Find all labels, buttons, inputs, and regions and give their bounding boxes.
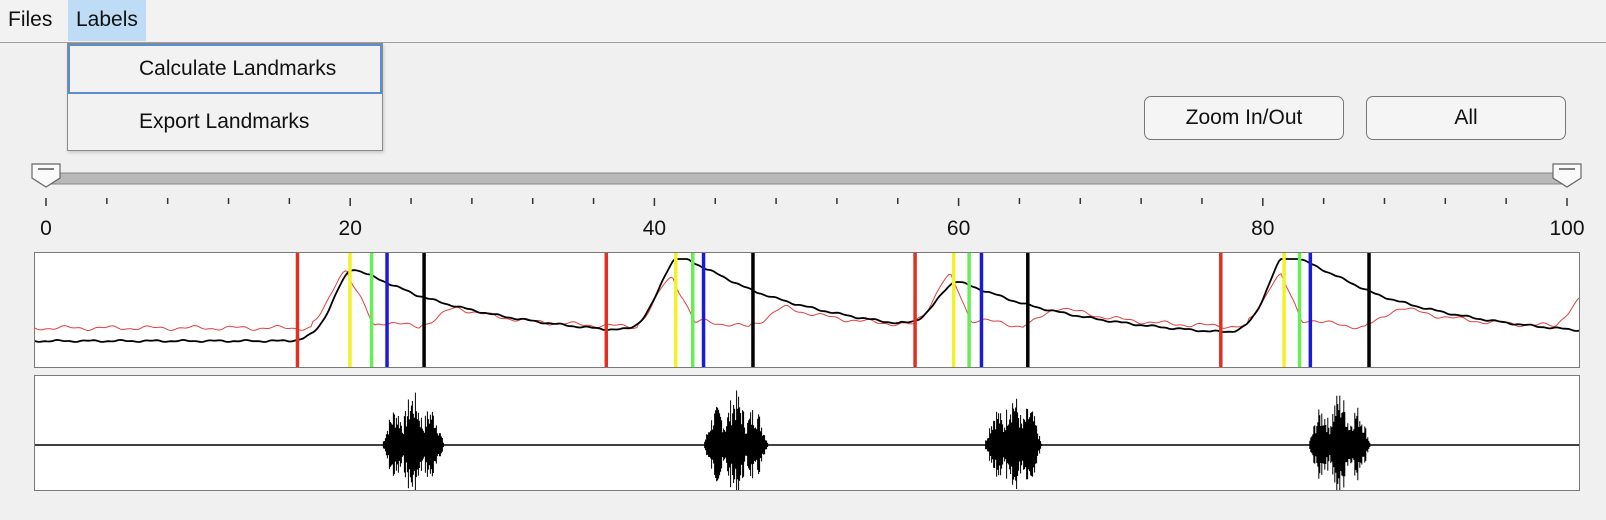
waveform-burst xyxy=(985,399,1042,489)
slider-track[interactable] xyxy=(44,173,1568,184)
waveform-burst xyxy=(704,391,768,491)
red-trace-line xyxy=(35,271,1579,331)
landmark-plot[interactable] xyxy=(34,252,1580,368)
menu-item-export-landmarks[interactable]: Export Landmarks xyxy=(68,97,382,147)
slider-tick-label: 80 xyxy=(1251,217,1274,240)
all-button[interactable]: All xyxy=(1366,96,1566,140)
menu-bar: Files Labels xyxy=(0,0,1606,43)
slider-tick-label: 40 xyxy=(643,217,666,240)
waveform-burst xyxy=(1309,396,1370,490)
slider-tick-label: 0 xyxy=(40,217,52,240)
zoom-in-out-button[interactable]: Zoom In/Out xyxy=(1144,96,1344,140)
slider-ticks xyxy=(46,198,1567,206)
menu-item-calculate-landmarks[interactable]: Calculate Landmarks xyxy=(68,44,382,94)
slider-tick-label: 20 xyxy=(339,217,362,240)
slider-tick-label: 100 xyxy=(1549,217,1584,240)
range-slider[interactable]: 0 20 40 60 80 100 xyxy=(0,160,1606,240)
waveform-burst xyxy=(382,393,443,490)
slider-tick-labels: 0 20 40 60 80 100 xyxy=(40,217,1584,240)
menu-labels[interactable]: Labels xyxy=(68,0,146,41)
menu-files[interactable]: Files xyxy=(0,0,60,41)
slider-tick-label: 60 xyxy=(947,217,970,240)
black-trace-line xyxy=(35,259,1579,342)
labels-dropdown-menu: Calculate Landmarks Export Landmarks xyxy=(67,43,383,151)
waveform-plot[interactable] xyxy=(34,375,1580,491)
